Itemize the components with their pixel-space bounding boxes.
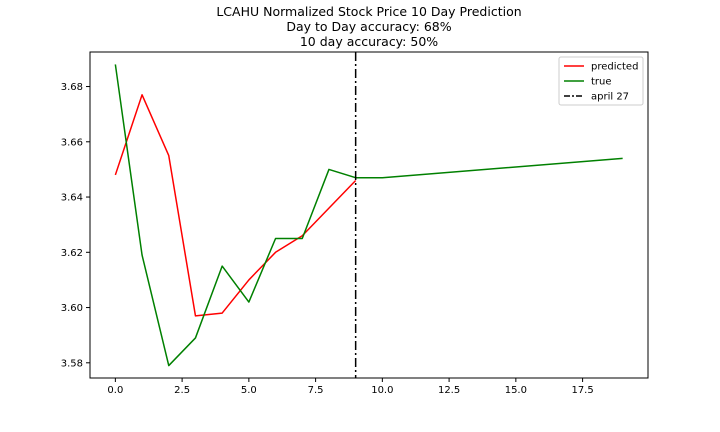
legend-label-predicted: predicted	[591, 62, 638, 73]
x-tick-label: 7.5	[308, 385, 324, 396]
y-tick-label: 3.58	[61, 358, 83, 369]
plot-area	[114, 52, 623, 378]
axes: 0.0 2.5 5.0 7.5 10.0 12.5 15.0 17.5 3.58 3.60 3.62…	[61, 51, 649, 396]
x-tick-label: 12.5	[438, 385, 460, 396]
legend-label-april-27: april 27	[591, 92, 629, 103]
title-line-3: 10 day accuracy: 50%	[300, 34, 438, 49]
legend-label-true: true	[591, 77, 612, 88]
y-tick-label: 3.66	[61, 137, 83, 148]
series-line-true	[114, 64, 623, 367]
legend-box	[558, 56, 644, 106]
x-tick-label: 0.0	[107, 385, 123, 396]
title-line-1: LCAHU Normalized Stock Price 10 Day Pred…	[216, 4, 521, 19]
y-tick-label: 3.68	[61, 82, 83, 93]
axes-frame	[89, 51, 649, 379]
y-tick-label: 3.62	[61, 248, 83, 259]
legend: predicted true april 27	[558, 56, 644, 106]
x-tick-label: 15.0	[505, 385, 527, 396]
x-tick-label: 2.5	[174, 385, 190, 396]
x-tick-label: 17.5	[571, 385, 593, 396]
y-tick-label: 3.60	[61, 303, 83, 314]
title-line-2: Day to Day accuracy: 68%	[286, 19, 451, 34]
series-line-predicted	[114, 94, 357, 317]
x-tick-label: 5.0	[241, 385, 257, 396]
x-tick-label: 10.0	[371, 385, 393, 396]
chart-title: LCAHU Normalized Stock Price 10 Day Pred…	[216, 4, 521, 49]
y-tick-label: 3.64	[61, 193, 83, 204]
